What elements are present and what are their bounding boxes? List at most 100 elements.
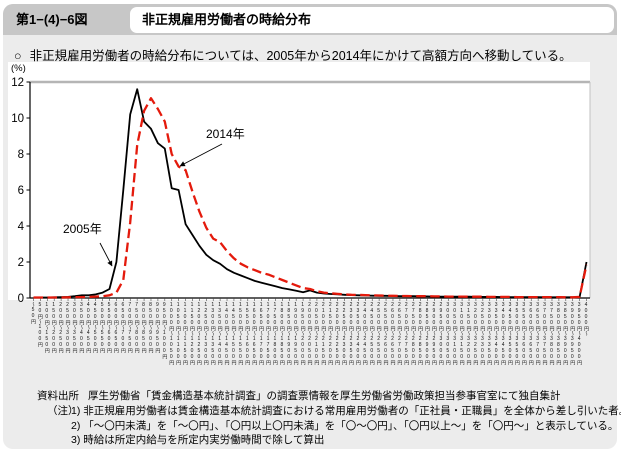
y-axis-unit: (%) [11,63,26,74]
x-axis-label: 1100円〜1150円 [182,302,189,365]
x-axis-label: 1550円〜1600円 [244,302,251,365]
hourly-wage-distribution-chart: 0 2 4 6 8 10 12 (%) [8,62,591,305]
x-axis-labels: 〜50円 50円〜100円 100円〜150円 150円〜200円 200円〜250円 2… [0,300,621,382]
x-axis-label: 2650円〜2700円 [396,302,403,365]
x-axis-label: 850円〜900円 [147,302,154,353]
y-tick-label: 2 [18,257,24,269]
x-axis-label: 2450円〜2500円 [368,302,375,365]
summary-text: 非正規雇用労働者の時給分布については、2005年から2014年にかけて高額方向へ… [29,49,572,63]
figure-title-box: 非正規雇用労働者の時給分布 [130,7,614,33]
x-axis-label: 3050円〜3100円 [451,302,458,365]
x-axis-label: 2100円〜2150円 [320,302,327,365]
x-axis-label: 450円〜500円 [92,302,99,353]
x-axis-label: 200円〜250円 [57,302,64,353]
x-axis-label: 3550円〜3600円 [520,302,527,365]
x-axis-label: 3850円〜3900円 [562,302,569,365]
x-axis-label: 100円〜150円 [43,302,50,353]
x-axis-label: 2200円〜2250円 [334,302,341,365]
x-axis-label: 550円〜600円 [106,302,112,353]
x-axis-label: 〜50円 [29,302,36,324]
x-axis-label: 3400円〜3450円 [500,302,507,365]
y-tick-label: 12 [11,77,24,89]
x-axis-label: 2050円〜2100円 [313,302,320,365]
x-axis-label: 1300円〜1350円 [209,302,216,365]
x-axis-label: 4000円〜 [583,302,590,336]
x-axis-label: 3200円〜3250円 [472,302,479,365]
y-tick-label: 6 [18,185,24,197]
x-axis-label: 3950円〜4000円 [576,302,583,365]
annotation-2014-arrow [179,143,223,167]
source-label: 資料出所 [37,390,79,402]
x-axis-label: 250円〜300円 [64,302,71,353]
x-axis-label: 1150円〜1200円 [188,302,195,365]
x-axis-label: 1600円〜1650円 [251,302,258,365]
y-tick-label: 4 [18,221,25,233]
x-axis-label: 3100円〜3150円 [458,302,465,365]
x-axis-label: 1450円〜1500円 [230,302,237,365]
x-axis-label: 1200円〜1250円 [195,302,202,365]
x-axis-label: 3000円〜3050円 [444,302,451,365]
bullet-circle-icon: ○ [14,49,22,63]
x-axis-label: 2800円〜2850円 [417,302,424,365]
x-axis-label: 2150円〜2200円 [327,302,334,365]
x-axis-label: 1650円〜1700円 [258,302,265,365]
x-axis-label: 400円〜450円 [85,302,92,353]
x-axis-label: 2300円〜2350円 [347,302,354,365]
x-axis-label: 1400円〜1450円 [223,302,230,365]
x-axis-label: 2900円〜2950円 [430,302,437,365]
x-axis-label: 2950円〜3000円 [437,302,444,365]
x-axis-label: 150円〜200円 [50,302,57,353]
annotation-2005-arrow [99,242,113,267]
x-axis-label: 1950円〜2000円 [299,302,306,365]
figure-number: 第1−(4)−6図 [16,12,88,27]
x-axis-label: 350円〜400円 [78,302,85,353]
x-axis-label: 1050円〜1100円 [175,302,182,365]
x-axis-label: 650円〜700円 [119,302,126,353]
x-axis-label: 1250円〜1300円 [202,302,209,365]
x-axis-label: 750円〜800円 [133,302,140,353]
x-axis-label: 1800円〜1850円 [278,302,285,365]
x-axis-label: 500円〜550円 [99,302,106,353]
annotation-2014-label: 2014年 [206,127,245,141]
x-axis-label: 950円〜1000円 [161,302,168,359]
x-axis-label: 2350円〜2400円 [354,302,361,365]
x-axis-label: 2400円〜2450円 [361,302,368,365]
x-axis-label: 1700円〜1750円 [265,302,272,365]
note-line: 3) 時給は所定内給与を所定内実労働時間で除して算出 [71,434,325,446]
x-axis-label: 2850円〜2900円 [424,302,431,365]
x-axis-label: 1850円〜1900円 [285,302,292,365]
x-axis-label: 1350円〜1400円 [216,302,223,365]
x-axis-label: 2550円〜2600円 [382,302,389,365]
x-axis-label: 2750円〜2800円 [410,302,417,365]
source-text: 厚生労働省「賃金構造基本統計調査」の調査票情報を厚生労働省労働政策担当参事官室に… [88,390,561,402]
x-axis-label: 1000円〜1050円 [168,302,175,365]
x-axis-label: 3150円〜3200円 [465,302,472,365]
x-axis-label: 600円〜650円 [112,302,119,353]
x-axis-label: 300円〜350円 [71,302,78,353]
series-2014-line [33,97,588,299]
x-axis-label: 1750円〜1800円 [271,302,278,365]
x-axis-label: 50円〜100円 [36,302,43,347]
x-axis-label: 3650円〜3700円 [534,302,541,365]
x-axis-label: 2600円〜2650円 [389,302,396,365]
note-line: 2) 「〜〇円未満」を「〜〇円」、「〇円以上〇円未満」を「〇〜〇円」、「〇円以上… [71,419,619,432]
x-axis-label: 3750円〜3800円 [548,302,555,365]
notes-label: （注） [47,405,79,417]
x-axis-label: 3600円〜3650円 [527,302,534,365]
x-axis-label: 1900円〜1950円 [292,302,299,365]
x-axis-label: 2250円〜2300円 [341,302,348,365]
x-axis-label: 2700円〜2750円 [403,302,410,365]
y-tick-label: 0 [18,293,24,305]
x-axis-label: 3700円〜3750円 [541,302,548,365]
y-tick-label: 10 [11,113,24,125]
x-axis-label: 1500円〜1550円 [237,302,244,365]
x-axis-label: 700円〜750円 [126,302,133,353]
x-axis-label: 3350円〜3400円 [493,302,500,365]
x-axis-label: 900円〜950円 [154,302,161,353]
x-axis-label: 800円〜850円 [140,302,147,353]
note-line: 1) 非正規雇用労働者は賃金構造基本統計調査における常用雇用労働者の「正社員・正… [71,405,621,417]
x-axis-label: 3450円〜3500円 [506,302,513,365]
x-axis-label: 3900円〜3950円 [569,302,576,365]
x-axis-label: 3500円〜3550円 [513,302,520,365]
